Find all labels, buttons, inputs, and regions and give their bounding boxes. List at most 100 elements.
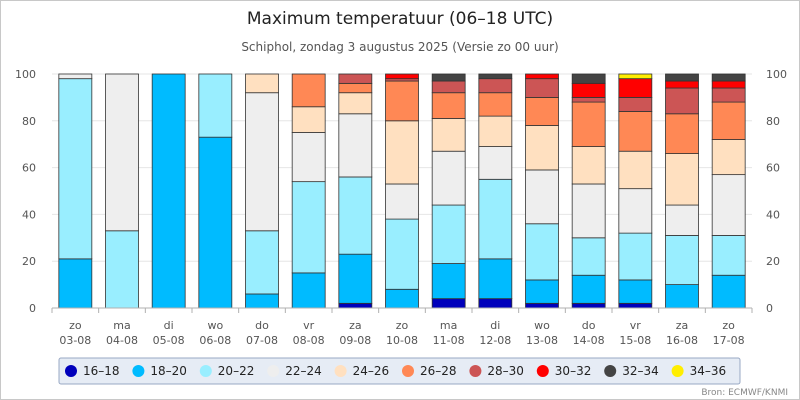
legend-label: 20–22 — [218, 364, 255, 378]
bar-segment — [431, 92, 466, 119]
legend-label: 22–24 — [285, 364, 322, 378]
bar-segment — [711, 174, 746, 236]
bar-segment — [198, 136, 233, 309]
bar-stack — [665, 73, 699, 309]
bar-segment — [525, 302, 559, 309]
legend-item[interactable]: 18–20 — [132, 364, 187, 378]
x-tick-day: zo — [396, 319, 409, 332]
legend-item[interactable]: 16–18 — [65, 364, 120, 378]
bar-segment — [198, 73, 233, 138]
x-tick-day: ma — [113, 319, 130, 332]
legend-marker — [334, 365, 347, 377]
bar-segment — [711, 274, 746, 309]
bar-segment — [618, 279, 653, 304]
y-tick-label-right: 20 — [766, 255, 780, 268]
bar-segment — [478, 258, 513, 300]
legend-item[interactable]: 22–24 — [267, 364, 322, 378]
legend-item[interactable]: 32–34 — [604, 364, 659, 378]
y-axis-left: 0 20 40 60 80 100 — [15, 68, 36, 315]
bar-segment — [618, 150, 653, 190]
legend-label: 32–34 — [622, 364, 659, 378]
x-tick-date: 11-08 — [433, 334, 465, 347]
legend-item[interactable]: 20–22 — [199, 364, 255, 378]
bar-segment — [665, 73, 699, 82]
bar-segment — [525, 169, 559, 225]
legend-item[interactable]: 34–36 — [671, 364, 727, 378]
x-tick-day: zo — [69, 319, 82, 332]
bar-segment — [618, 97, 653, 112]
bar-segment — [665, 204, 699, 236]
bar-stack — [338, 73, 373, 309]
bar-segment — [431, 80, 466, 94]
bar-segment — [58, 78, 93, 260]
y-axis-right: 0 20 40 60 80 100 — [766, 68, 787, 315]
bar-segment — [618, 232, 653, 281]
chart-subtitle: Schiphol, zondag 3 augustus 2025 (Versie… — [241, 40, 558, 54]
legend-marker — [536, 365, 549, 377]
legend-marker — [199, 365, 212, 377]
bar-segment — [338, 253, 373, 304]
y-tick-label-right: 40 — [766, 208, 780, 221]
x-tick-day: za — [349, 319, 362, 332]
x-tick-date: 13-08 — [526, 334, 558, 347]
bar-segment — [525, 78, 559, 98]
bar-segment — [431, 73, 466, 82]
x-tick-date: 06-08 — [199, 334, 231, 347]
bar-segment — [478, 146, 513, 180]
bar-segment — [525, 125, 559, 171]
bar-segment — [618, 111, 653, 152]
legend-item[interactable]: 28–30 — [469, 364, 524, 378]
bar-segment — [431, 204, 466, 264]
bar-segment — [711, 87, 746, 103]
bar-segment — [618, 188, 653, 234]
legend-label: 16–18 — [83, 364, 120, 378]
bar-segment — [385, 80, 419, 122]
bar-segment — [525, 97, 559, 126]
bar-stack — [431, 73, 466, 309]
legend-label: 30–32 — [555, 364, 592, 378]
bar-stack — [198, 73, 233, 309]
bar-segment — [478, 73, 513, 80]
y-tick-label-right: 80 — [766, 115, 780, 128]
legend-label: 24–26 — [353, 364, 390, 378]
legend-item[interactable]: 24–26 — [334, 364, 390, 378]
bar-segment — [711, 139, 746, 176]
legend-label: 34–36 — [690, 364, 727, 378]
x-tick-day: di — [490, 319, 500, 332]
bar-segment — [431, 298, 466, 309]
legend-marker — [132, 365, 145, 377]
x-tick-date: 12-08 — [479, 334, 511, 347]
bar-segment — [571, 302, 606, 309]
bar-stack — [478, 73, 513, 309]
credit-text: Bron: ECMWF/KNMI — [701, 388, 788, 398]
bar-segment — [431, 118, 466, 152]
bar-segment — [665, 235, 699, 286]
legend-marker — [469, 365, 482, 377]
bar-segment — [618, 78, 653, 98]
bar-segment — [245, 92, 279, 232]
bar-segment — [525, 73, 559, 80]
bar-stack — [105, 73, 139, 309]
bar-segment — [338, 73, 373, 84]
bar-stack — [618, 73, 653, 309]
x-tick-day: vr — [303, 319, 315, 332]
y-tick-label-left: 40 — [22, 208, 36, 221]
x-tick-date: 03-08 — [59, 334, 91, 347]
bar-segment — [478, 115, 513, 147]
bar-segment — [245, 73, 279, 94]
bar-segment — [571, 82, 606, 98]
bar-segment — [291, 272, 326, 309]
legend-item[interactable]: 30–32 — [536, 364, 592, 378]
x-tick-date: 16-08 — [666, 334, 698, 347]
bar-segment — [711, 80, 746, 89]
x-tick-day: vr — [630, 319, 642, 332]
bar-segment — [571, 183, 606, 239]
legend-marker — [604, 365, 617, 377]
x-tick-day: zo — [722, 319, 735, 332]
y-tick-label-left: 80 — [22, 115, 36, 128]
legend: 16–18 18–20 20–22 22–24 24–26 26–28 28–30 30–32… — [65, 364, 726, 378]
bar-stack — [525, 73, 559, 309]
legend-marker — [65, 365, 77, 377]
bar-segment — [385, 183, 419, 220]
legend-item[interactable]: 26–28 — [402, 364, 457, 378]
